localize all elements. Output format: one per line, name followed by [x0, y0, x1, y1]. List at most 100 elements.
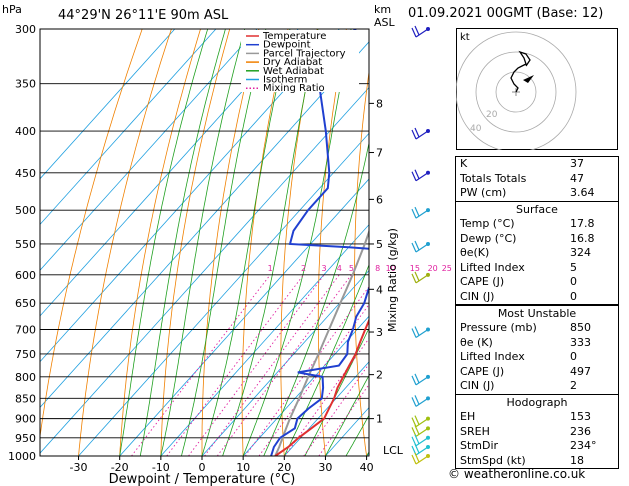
most-unstable-row: Pressure (mb) 850	[456, 321, 618, 336]
x-axis-label: Dewpoint / Temperature (°C)	[109, 472, 296, 486]
most-unstable-label: CIN (J)	[460, 379, 495, 392]
legend-entry: Isotherm	[263, 75, 307, 86]
legend-entry: Mixing Ratio	[263, 83, 325, 94]
hodograph-param-value: 153	[570, 410, 591, 423]
surface-row: Dewp (°C) 16.8	[456, 232, 618, 247]
index-row: PW (cm) 3.64	[456, 186, 618, 201]
wind-barb	[411, 415, 430, 428]
index-label: PW (cm)	[460, 186, 507, 199]
pressure-tick-label: 300	[15, 23, 36, 36]
wind-barb	[411, 271, 430, 284]
lcl-label: LCL	[383, 444, 404, 457]
x-tick-label: 40	[360, 461, 374, 474]
hodograph-ring	[495, 71, 537, 113]
legend-entry: Dewpoint	[263, 40, 311, 51]
hodograph-param-label: SREH	[460, 424, 490, 438]
pressure-tick-label: 900	[15, 413, 36, 426]
most-unstable-row: θe (K) 333	[456, 336, 618, 351]
most-unstable-row: CAPE (J) 497	[456, 365, 618, 380]
hodograph-unit: kt	[460, 32, 470, 43]
wet-adiabat-line	[181, 29, 267, 456]
x-tick-label: 30	[318, 461, 332, 474]
legend-entry: Parcel Trajectory	[263, 48, 346, 59]
most-unstable-value: 497	[570, 364, 591, 378]
isotherm-line	[40, 41, 369, 408]
hodograph-param-label: StmDir	[460, 439, 499, 452]
x-tick-label: 10	[236, 461, 250, 474]
surface-label: θe(K)	[460, 246, 490, 259]
isotherm-line	[40, 29, 176, 180]
surface-row: CAPE (J) 0	[456, 275, 618, 290]
surface-row: Lifted Index 5	[456, 261, 618, 276]
series-temperature-line	[274, 318, 369, 456]
x-tick-label: -30	[70, 461, 88, 474]
mixing-ratio-line	[131, 274, 271, 456]
wind-barb	[411, 169, 430, 182]
wind-barb	[411, 326, 430, 339]
hodograph-param-row: EH 153	[456, 410, 618, 425]
pressure-tick-label: 350	[15, 78, 36, 91]
wind-barb	[411, 206, 430, 219]
hodograph-param-value: 18	[570, 453, 584, 467]
isotherm-line	[40, 29, 299, 317]
pressure-tick-label: 950	[15, 432, 36, 445]
pressure-tick-label: 850	[15, 392, 36, 405]
surface-value: 324	[570, 246, 591, 259]
surface-row: CIN (J) 0	[456, 290, 618, 305]
skewt-chart: 1 2 3 4 5 8 10 15 20 2530035040045050055060065070…	[2, 3, 455, 486]
legend-entry: Dry Adiabat	[263, 57, 322, 68]
hodograph-param-value: 236	[570, 424, 591, 438]
pressure-tick-label: 700	[15, 324, 36, 337]
surface-value: 0	[570, 289, 577, 303]
most-unstable-row: CIN (J) 2	[456, 379, 618, 394]
hodograph-ring-label-20: 20	[486, 110, 498, 120]
legend-entry: Temperature	[262, 31, 326, 42]
isotherm-line	[284, 361, 369, 456]
most-unstable-panel: Most Unstable Pressure (mb) 850 θe (K) 333 L…	[455, 305, 619, 395]
surface-label: Temp (°C)	[460, 217, 515, 230]
hodograph-panel-title: Hodograph	[506, 396, 568, 409]
hodograph-param-label: StmSpd (kt)	[460, 453, 526, 467]
mixing-ratio-line	[216, 274, 352, 456]
most-unstable-value: 333	[570, 335, 591, 349]
indices-panel: K 37 Totals Totals 47 PW (cm) 3.64	[455, 156, 619, 202]
surface-title: Surface	[516, 203, 558, 216]
index-label: Totals Totals	[460, 171, 527, 185]
x-tick-label: -10	[152, 461, 170, 474]
hodograph-trace	[510, 50, 531, 93]
index-value: 3.64	[570, 186, 595, 199]
series-dewpoint-line	[270, 29, 369, 456]
isotherm-line	[408, 29, 455, 456]
skewt-axes: 1 2 3 4 5 8 10 15 20 2530035040045050055060065070…	[8, 23, 452, 474]
most-unstable-title: Most Unstable	[497, 307, 577, 320]
mixing-ratio-line	[166, 274, 304, 456]
height-tick-label: 2	[376, 369, 383, 382]
storm-motion-arrow	[523, 75, 534, 83]
location-label: 44°29'N 26°11'E 90m ASL	[58, 8, 229, 23]
pressure-tick-label: 1000	[8, 450, 36, 463]
wind-barbs	[411, 25, 430, 465]
legend-background	[241, 30, 359, 92]
isotherm-line	[40, 86, 369, 454]
surface-label: CAPE (J)	[460, 275, 505, 288]
x-tick-label: 20	[277, 461, 291, 474]
index-value: 37	[570, 157, 584, 170]
height-tick-label: 7	[376, 147, 383, 160]
wind-barb	[411, 240, 430, 253]
wind-barb	[411, 425, 430, 437]
most-unstable-label: Lifted Index	[460, 350, 525, 363]
hodograph-param-row: SREH 236	[456, 425, 618, 440]
surface-label: CIN (J)	[460, 289, 495, 303]
hodograph-param-row: StmDir 234°	[456, 439, 618, 454]
mixing-ratio-label: 2	[301, 264, 306, 273]
wind-barb	[411, 452, 430, 465]
wind-barb	[411, 395, 430, 407]
mixing-ratio-label: 1	[268, 264, 273, 273]
isotherm-line	[242, 315, 369, 456]
isotherm-line	[201, 269, 369, 456]
isotherm-line	[160, 224, 369, 456]
mixing-ratio-label: 25	[442, 264, 452, 273]
date-label: 01.09.2021 00GMT (Base: 12)	[408, 6, 604, 21]
skewt-profiles	[270, 29, 369, 456]
